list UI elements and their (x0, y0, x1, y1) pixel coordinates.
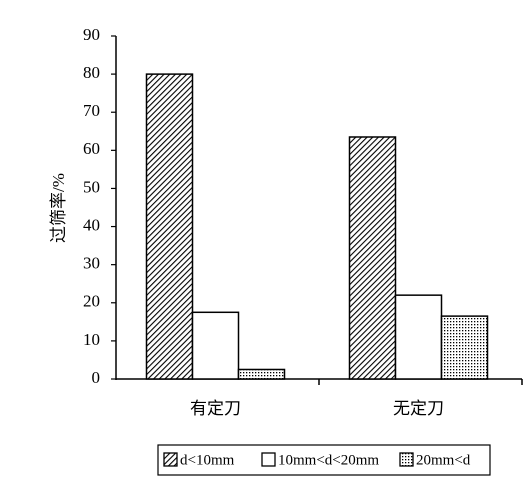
bar (348, 136, 397, 380)
x-tick-label: 无定刀 (393, 399, 444, 418)
y-tick-label: 10 (83, 330, 100, 349)
y-tick-label: 30 (83, 254, 100, 273)
legend-box (157, 444, 491, 476)
bar (191, 311, 240, 380)
y-tick-label: 60 (83, 139, 100, 158)
legend-swatch (261, 452, 276, 467)
legend-swatch (399, 452, 414, 467)
y-tick-label: 50 (83, 177, 100, 196)
legend-label: d<10mm (180, 452, 235, 468)
x-tick-label: 有定刀 (190, 399, 241, 418)
legend: d<10mm 10mm<d<20mm 20mm<d (163, 452, 471, 468)
y-tick-label: 0 (92, 368, 101, 387)
bar (145, 73, 194, 380)
legend-label: 20mm<d (416, 452, 471, 468)
y-tick-label: 80 (83, 63, 100, 82)
legend-label: 10mm<d<20mm (278, 452, 379, 468)
bar (394, 294, 443, 380)
y-tick-label: 40 (83, 215, 100, 234)
bar (237, 368, 286, 380)
bar (440, 315, 489, 380)
y-tick-label: 70 (83, 101, 100, 120)
legend-swatch (163, 452, 178, 467)
y-tick-label: 20 (83, 292, 100, 311)
y-axis-label: 过筛率/% (49, 173, 68, 243)
y-tick-label: 90 (83, 25, 100, 44)
